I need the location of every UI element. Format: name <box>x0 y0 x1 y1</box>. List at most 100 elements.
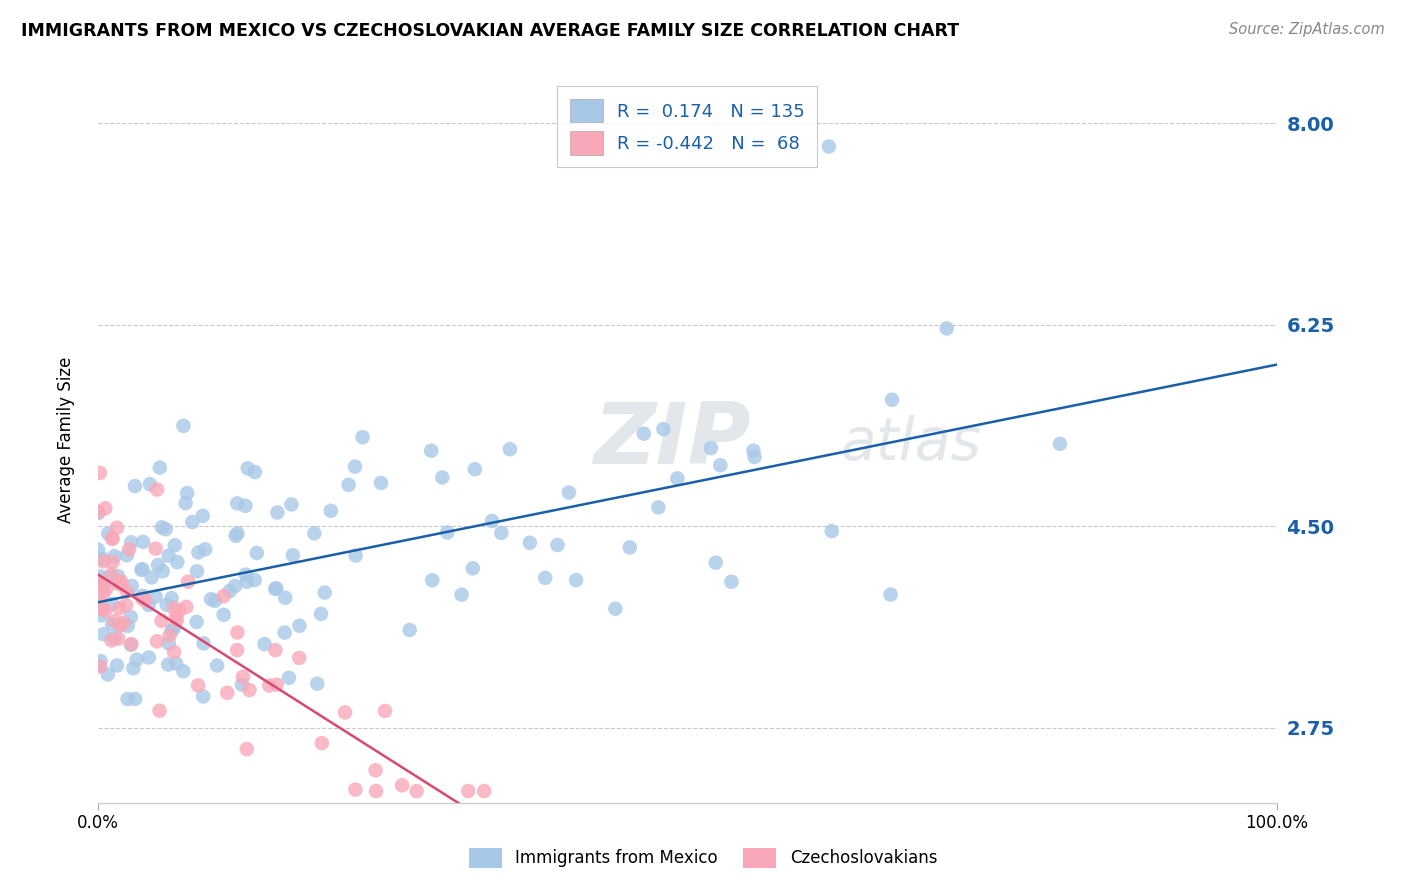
Point <box>115 599 138 613</box>
Point <box>120 535 142 549</box>
Point <box>155 522 177 536</box>
Point <box>89 659 111 673</box>
Point <box>120 610 142 624</box>
Point <box>464 462 486 476</box>
Point <box>87 505 110 519</box>
Point <box>94 603 117 617</box>
Point <box>307 676 329 690</box>
Point <box>146 483 169 497</box>
Point <box>364 784 387 798</box>
Text: Source: ZipAtlas.com: Source: ZipAtlas.com <box>1229 22 1385 37</box>
Point <box>744 450 766 464</box>
Point <box>94 501 117 516</box>
Point <box>169 603 191 617</box>
Point <box>420 443 443 458</box>
Point <box>87 581 110 595</box>
Point <box>101 532 124 546</box>
Point <box>107 569 129 583</box>
Point <box>115 549 138 563</box>
Point <box>709 458 731 473</box>
Point <box>131 589 153 603</box>
Point <box>311 736 333 750</box>
Point <box>108 576 131 591</box>
Point <box>141 570 163 584</box>
Point <box>125 653 148 667</box>
Point <box>200 592 222 607</box>
Point <box>93 627 115 641</box>
Point <box>124 479 146 493</box>
Legend: Immigrants from Mexico, Czechoslovakians: Immigrants from Mexico, Czechoslovakians <box>463 841 943 875</box>
Point <box>243 573 266 587</box>
Point <box>666 471 689 485</box>
Point <box>280 497 302 511</box>
Point <box>266 506 288 520</box>
Point <box>374 704 396 718</box>
Point <box>232 670 254 684</box>
Point <box>104 632 127 646</box>
Point <box>156 598 179 612</box>
Point <box>450 588 472 602</box>
Text: IMMIGRANTS FROM MEXICO VS CZECHOSLOVAKIAN AVERAGE FAMILY SIZE CORRELATION CHART: IMMIGRANTS FROM MEXICO VS CZECHOSLOVAKIA… <box>21 22 959 40</box>
Point <box>132 535 155 549</box>
Point <box>166 555 188 569</box>
Point <box>288 651 311 665</box>
Point <box>100 567 122 582</box>
Point <box>700 441 723 455</box>
Point <box>121 579 143 593</box>
Point <box>231 678 253 692</box>
Point <box>212 607 235 622</box>
Point <box>191 508 214 523</box>
Point <box>879 588 901 602</box>
Point <box>110 574 132 589</box>
Point <box>87 506 110 520</box>
Point <box>236 574 259 589</box>
Point <box>96 582 118 596</box>
Point <box>150 520 173 534</box>
Point <box>115 584 138 599</box>
Point <box>344 782 367 797</box>
Point <box>236 461 259 475</box>
Point <box>118 542 141 557</box>
Point <box>205 658 228 673</box>
Point <box>534 571 557 585</box>
Point <box>138 598 160 612</box>
Point <box>314 585 336 599</box>
Point <box>344 549 367 563</box>
Point <box>157 636 180 650</box>
Point <box>134 593 156 607</box>
Point <box>87 659 110 673</box>
Point <box>89 466 111 480</box>
Point <box>187 678 209 692</box>
Point <box>101 617 124 632</box>
Point <box>93 577 115 591</box>
Point <box>172 418 194 433</box>
Point <box>100 633 122 648</box>
Point <box>105 658 128 673</box>
Point <box>146 634 169 648</box>
Point <box>181 515 204 529</box>
Point <box>90 654 112 668</box>
Point <box>491 526 513 541</box>
Point <box>91 601 114 615</box>
Point <box>157 657 180 672</box>
Point <box>605 601 627 615</box>
Point <box>1049 437 1071 451</box>
Point <box>273 625 295 640</box>
Point <box>101 532 124 546</box>
Point <box>187 545 209 559</box>
Point <box>165 610 187 624</box>
Point <box>186 564 208 578</box>
Point <box>204 594 226 608</box>
Point <box>160 591 183 606</box>
Point <box>124 692 146 706</box>
Point <box>87 542 110 557</box>
Point <box>91 551 114 566</box>
Point <box>364 764 387 778</box>
Point <box>193 690 215 704</box>
Point <box>309 607 332 621</box>
Point <box>112 615 135 630</box>
Point <box>177 574 200 589</box>
Point <box>226 496 249 510</box>
Point <box>398 623 420 637</box>
Point <box>259 679 281 693</box>
